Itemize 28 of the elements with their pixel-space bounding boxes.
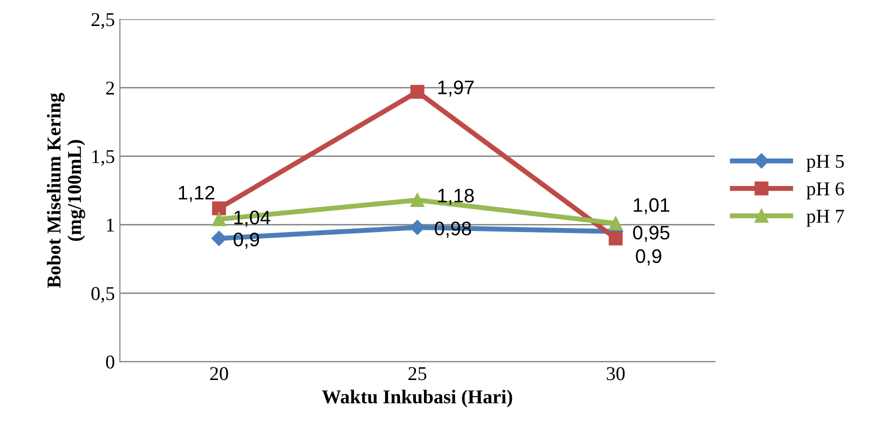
point — [410, 193, 424, 207]
y-tick-label: 2,5 — [92, 13, 114, 29]
data-label: 0,95 — [633, 226, 670, 242]
y-tick-label: 1,5 — [92, 150, 114, 166]
x-axis-title: Waktu Inkubasi (Hari) — [322, 390, 512, 408]
y-axis-title: Bobot Miselium Kering (mg/100mL) — [46, 92, 86, 288]
data-label: 1,97 — [438, 80, 474, 97]
point — [608, 216, 623, 230]
y-tick-label: 0,5 — [91, 286, 114, 303]
point — [212, 201, 226, 216]
data-label: 0,9 — [636, 249, 662, 266]
x-tick-label: 20 — [210, 367, 228, 380]
legend-label: pH 5 — [806, 154, 844, 172]
x-tick-label: 30 — [606, 367, 625, 380]
point — [608, 231, 623, 246]
point — [410, 84, 424, 99]
x-tick-label: 25 — [408, 367, 426, 380]
data-label: 1,01 — [634, 198, 670, 214]
point — [212, 212, 226, 226]
data-label: 1,18 — [438, 188, 474, 205]
y-tick-label: 0 — [106, 355, 114, 369]
y-tick-label: 1 — [107, 218, 114, 232]
data-label: 1,12 — [178, 186, 214, 202]
legend-label: pH 6 — [806, 182, 844, 200]
point — [211, 230, 227, 246]
legend-label: pH 7 — [806, 210, 844, 227]
y-tick-label: 2 — [106, 82, 114, 94]
point — [410, 220, 425, 236]
